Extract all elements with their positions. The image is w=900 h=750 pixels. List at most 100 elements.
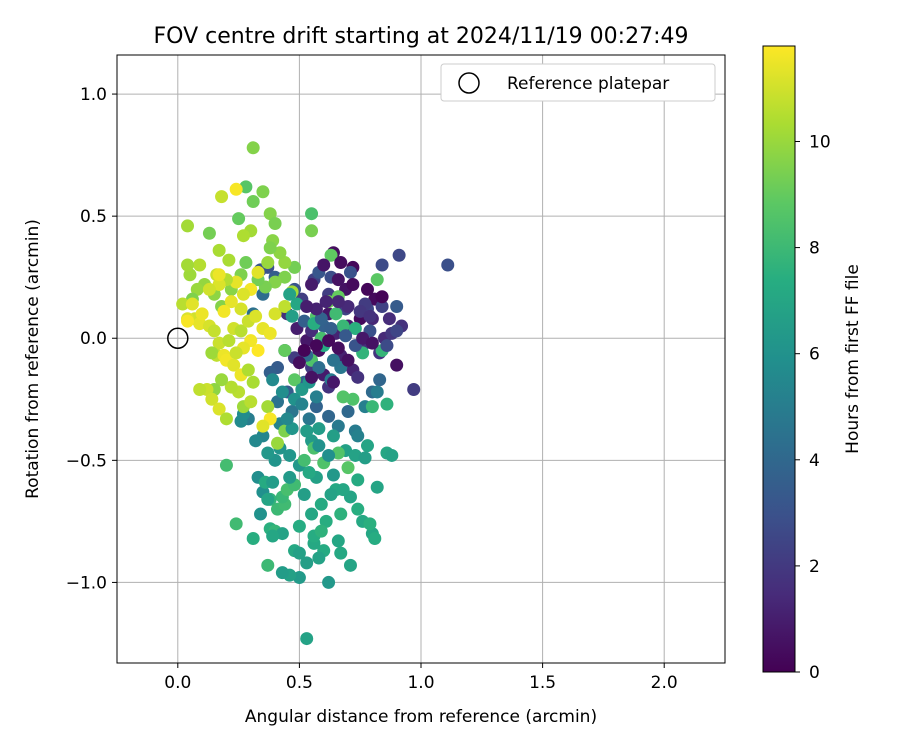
data-point [300, 556, 314, 570]
data-point [353, 304, 367, 318]
x-tick-label: 0.5 [286, 673, 313, 693]
legend-box [440, 63, 716, 102]
data-point [312, 361, 326, 375]
data-point [297, 488, 311, 502]
data-point [312, 439, 326, 453]
x-axis-title: Angular distance from reference (arcmin) [245, 707, 597, 727]
data-point [348, 321, 362, 335]
data-point [202, 226, 216, 240]
legend-marker-icon [458, 72, 480, 94]
data-point [227, 358, 241, 372]
data-point [358, 451, 372, 465]
data-point [224, 380, 238, 394]
data-point [324, 248, 338, 262]
data-point [283, 448, 297, 462]
data-point [236, 287, 250, 301]
data-point [217, 304, 231, 318]
data-point [292, 356, 306, 370]
data-point [222, 334, 236, 348]
data-point [309, 339, 323, 353]
plot-area: 0.0 0.5 1.0 1.5 2.0 −1.0 −0.5 0.0 0.5 1.0 [66, 54, 726, 693]
data-point [351, 502, 365, 516]
data-point [302, 412, 316, 426]
data-point [319, 295, 333, 309]
colorbar-bar [762, 45, 796, 673]
data-point [261, 400, 275, 414]
data-point [275, 566, 289, 580]
data-point [331, 446, 345, 460]
data-point [181, 258, 195, 272]
data-point [343, 558, 357, 572]
data-point [261, 558, 275, 572]
data-point [241, 363, 255, 377]
data-point [341, 300, 355, 314]
data-point [207, 324, 221, 338]
data-point [375, 258, 389, 272]
data-point [324, 488, 338, 502]
data-point [341, 404, 355, 418]
data-point [212, 336, 226, 350]
data-point [239, 256, 253, 270]
colorbar-tick-label: 2 [809, 557, 820, 577]
data-point [375, 290, 389, 304]
data-point [356, 331, 370, 345]
data-point [382, 312, 396, 326]
data-point [239, 180, 253, 194]
data-point [390, 300, 404, 314]
data-point [212, 278, 226, 292]
data-point [331, 273, 345, 287]
data-point [236, 229, 250, 243]
data-point [219, 458, 233, 472]
data-point [283, 470, 297, 484]
data-point [305, 370, 319, 384]
data-point [193, 317, 207, 331]
y-tick-label: −0.5 [66, 451, 107, 471]
data-point [193, 258, 207, 272]
data-point [322, 409, 336, 423]
chart-title: FOV centre drift starting at 2024/11/19 … [154, 24, 689, 49]
y-tick-label: 1.0 [80, 85, 107, 105]
data-point [229, 517, 243, 531]
data-point [314, 524, 328, 538]
data-point [246, 195, 260, 209]
y-tick-label: −1.0 [66, 573, 107, 593]
data-point [343, 265, 357, 279]
y-tick-label: 0.0 [80, 329, 107, 349]
data-point [324, 321, 338, 335]
data-point [232, 212, 246, 226]
reference-point-marker [167, 327, 189, 349]
data-point [271, 395, 285, 409]
data-point [280, 412, 294, 426]
data-point [331, 534, 345, 548]
colorbar-title: Hours from first FF file [843, 264, 863, 454]
data-point [339, 329, 353, 343]
data-point [348, 448, 362, 462]
data-point [190, 282, 204, 296]
data-point [205, 392, 219, 406]
data-point [212, 243, 226, 257]
data-point [212, 268, 226, 282]
data-point [271, 436, 285, 450]
data-point [219, 412, 233, 426]
y-axis-title: Rotation from reference (arcmin) [23, 219, 43, 499]
data-point [278, 270, 292, 284]
data-point [407, 383, 421, 397]
data-point [360, 282, 374, 296]
data-point [336, 483, 350, 497]
data-point [390, 324, 404, 338]
data-point [266, 373, 280, 387]
data-point [346, 392, 360, 406]
data-point [363, 517, 377, 531]
data-point [392, 248, 406, 262]
data-point [275, 527, 289, 541]
data-point [326, 429, 340, 443]
data-point [441, 258, 455, 272]
colorbar-tick-label: 4 [809, 451, 820, 471]
data-point [229, 346, 243, 360]
data-point [331, 295, 345, 309]
data-point [249, 434, 263, 448]
data-point [195, 307, 209, 321]
data-point [251, 265, 265, 279]
data-point [244, 395, 258, 409]
